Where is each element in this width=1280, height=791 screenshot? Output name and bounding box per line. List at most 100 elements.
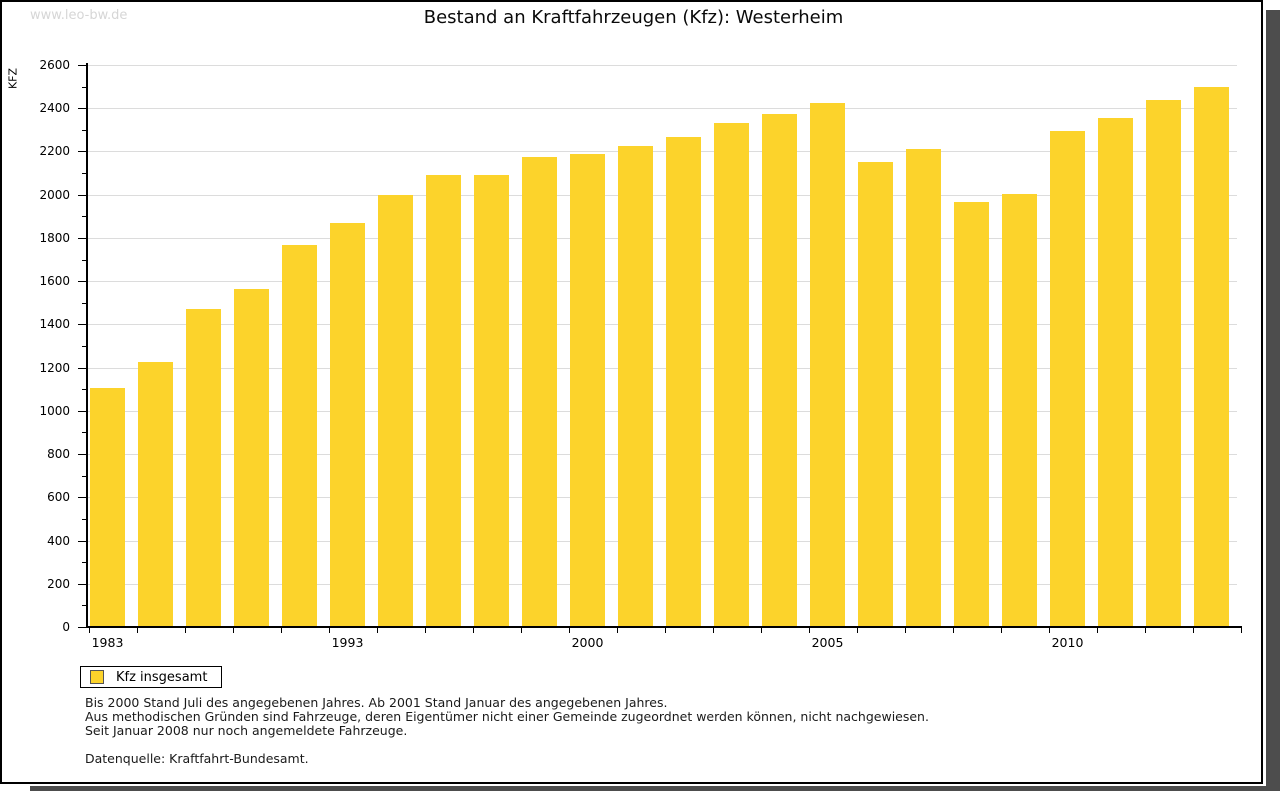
legend-label: Kfz insgesamt bbox=[116, 669, 208, 685]
x-tick bbox=[137, 628, 138, 633]
legend: Kfz insgesamt bbox=[80, 666, 223, 688]
footnotes: Bis 2000 Stand Juli des angegebenen Jahr… bbox=[85, 696, 929, 738]
y-major-tick bbox=[78, 627, 87, 628]
x-axis-label-2010: 2010 bbox=[1051, 635, 1084, 650]
y-axis-label-1800: 1800 bbox=[39, 230, 70, 245]
y-major-tick bbox=[78, 497, 87, 499]
y-minor-tick bbox=[82, 216, 87, 218]
x-tick bbox=[617, 628, 618, 633]
y-minor-tick bbox=[82, 259, 87, 261]
y-major-tick bbox=[78, 65, 87, 66]
y-major-tick bbox=[78, 237, 87, 239]
gridline-2200 bbox=[87, 151, 1237, 153]
y-minor-tick bbox=[82, 518, 87, 520]
gridline-2000 bbox=[87, 194, 1237, 196]
x-tick bbox=[1097, 628, 1098, 633]
x-axis-label-1993: 1993 bbox=[331, 635, 364, 650]
gridline-1200 bbox=[87, 367, 1237, 369]
y-major-tick bbox=[78, 324, 87, 326]
bar-2011 bbox=[1098, 118, 1133, 627]
y-major-tick bbox=[78, 410, 87, 412]
gridline-1000 bbox=[87, 410, 1237, 412]
footnote-line: Aus methodischen Gründen sind Fahrzeuge,… bbox=[85, 709, 929, 724]
y-axis-label-1400: 1400 bbox=[39, 317, 70, 332]
y-minor-tick bbox=[82, 432, 87, 434]
y-minor-tick bbox=[82, 562, 87, 564]
gridline-2600 bbox=[87, 65, 1237, 66]
x-tick bbox=[905, 628, 906, 633]
bar-2007 bbox=[906, 149, 941, 627]
bar-1987 bbox=[186, 309, 221, 627]
watermark: www.leo-bw.de bbox=[30, 8, 128, 23]
x-axis-label-1983: 1983 bbox=[91, 635, 124, 650]
y-axis-label-2200: 2200 bbox=[39, 144, 70, 159]
bar-1997 bbox=[426, 175, 461, 627]
y-minor-tick bbox=[82, 302, 87, 304]
legend-swatch-kfz-insgesamt bbox=[90, 670, 104, 684]
gridline-2400 bbox=[87, 108, 1237, 110]
gridline-400 bbox=[87, 540, 1237, 542]
gridline-800 bbox=[87, 454, 1237, 456]
x-tick bbox=[185, 628, 186, 633]
y-major-tick bbox=[78, 367, 87, 369]
bar-2008 bbox=[954, 202, 989, 627]
y-minor-tick bbox=[82, 475, 87, 477]
bar-2004 bbox=[762, 114, 797, 627]
x-tick bbox=[857, 628, 858, 633]
y-major-tick bbox=[78, 583, 87, 585]
gridline-1400 bbox=[87, 324, 1237, 326]
bar-2005 bbox=[810, 103, 845, 627]
gridline-200 bbox=[87, 583, 1237, 585]
bar-2009 bbox=[1002, 194, 1037, 627]
x-axis-label-2000: 2000 bbox=[571, 635, 604, 650]
footnote-line: Bis 2000 Stand Juli des angegebenen Jahr… bbox=[85, 695, 668, 710]
y-axis-line bbox=[86, 63, 88, 628]
y-axis-label-2400: 2400 bbox=[39, 101, 70, 116]
x-tick bbox=[1193, 628, 1194, 633]
bar-2010 bbox=[1050, 131, 1085, 627]
chart-title: Bestand an Kraftfahrzeugen (Kfz): Wester… bbox=[423, 7, 844, 28]
y-minor-tick bbox=[82, 86, 87, 88]
x-tick bbox=[953, 628, 954, 633]
x-tick bbox=[1145, 628, 1146, 633]
x-tick bbox=[809, 628, 810, 633]
y-axis-label-2000: 2000 bbox=[39, 187, 70, 202]
y-major-tick bbox=[78, 108, 87, 110]
y-axis-label-400: 400 bbox=[47, 533, 70, 548]
y-axis-label-600: 600 bbox=[47, 490, 70, 505]
bar-2000 bbox=[570, 154, 605, 627]
x-tick bbox=[425, 628, 426, 633]
x-tick bbox=[521, 628, 522, 633]
frame-shadow-bottom bbox=[30, 786, 1280, 791]
x-tick bbox=[1001, 628, 1002, 633]
x-tick bbox=[89, 628, 90, 633]
frame-shadow-right bbox=[1266, 10, 1280, 791]
y-axis-label-200: 200 bbox=[47, 576, 70, 591]
bar-1985 bbox=[138, 362, 173, 627]
gridline-1800 bbox=[87, 237, 1237, 239]
y-minor-tick bbox=[82, 173, 87, 175]
bar-2002 bbox=[666, 137, 701, 627]
chart-frame: www.leo-bw.de Bestand an Kraftfahrzeugen… bbox=[0, 0, 1263, 784]
x-tick bbox=[665, 628, 666, 633]
bar-1989 bbox=[234, 289, 269, 627]
y-axis-label-1200: 1200 bbox=[39, 360, 70, 375]
bar-1998 bbox=[474, 175, 509, 627]
y-minor-tick bbox=[82, 389, 87, 391]
y-axis-label-0: 0 bbox=[62, 620, 70, 634]
y-minor-tick bbox=[82, 346, 87, 347]
x-tick bbox=[569, 628, 570, 633]
bar-2012 bbox=[1146, 100, 1181, 627]
y-major-tick bbox=[78, 454, 87, 456]
x-tick bbox=[1049, 628, 1050, 633]
gridline-600 bbox=[87, 497, 1237, 499]
bar-1983 bbox=[90, 388, 125, 627]
data-source: Datenquelle: Kraftfahrt-Bundesamt. bbox=[85, 751, 309, 766]
x-tick bbox=[1241, 628, 1242, 633]
x-tick bbox=[761, 628, 762, 633]
y-major-tick bbox=[78, 151, 87, 153]
gridline-1600 bbox=[87, 281, 1237, 283]
y-axis-label-2600: 2600 bbox=[39, 58, 70, 72]
x-tick bbox=[329, 628, 330, 633]
y-axis-label-1000: 1000 bbox=[39, 403, 70, 418]
